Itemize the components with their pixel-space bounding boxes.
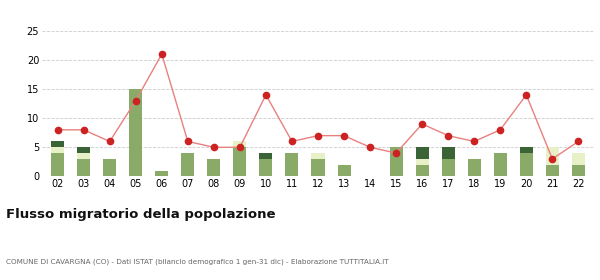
Bar bbox=[259, 159, 272, 176]
Bar bbox=[311, 153, 325, 159]
Bar bbox=[572, 165, 585, 176]
Text: COMUNE DI CAVARGNA (CO) - Dati ISTAT (bilancio demografico 1 gen-31 dic) - Elabo: COMUNE DI CAVARGNA (CO) - Dati ISTAT (bi… bbox=[6, 258, 389, 265]
Bar bbox=[286, 153, 298, 176]
Bar bbox=[233, 141, 247, 147]
Bar bbox=[520, 147, 533, 153]
Bar bbox=[51, 147, 64, 153]
Bar bbox=[233, 147, 247, 176]
Bar bbox=[77, 147, 90, 153]
Bar bbox=[311, 159, 325, 176]
Bar bbox=[338, 165, 350, 176]
Bar bbox=[468, 159, 481, 176]
Bar bbox=[259, 153, 272, 159]
Bar bbox=[208, 159, 220, 176]
Bar bbox=[51, 141, 64, 147]
Bar bbox=[416, 147, 428, 159]
Bar bbox=[442, 159, 455, 176]
Bar bbox=[51, 153, 64, 176]
Text: Flusso migratorio della popolazione: Flusso migratorio della popolazione bbox=[6, 208, 275, 221]
Bar bbox=[416, 159, 428, 165]
Bar bbox=[129, 89, 142, 176]
Bar bbox=[572, 153, 585, 165]
Bar bbox=[389, 147, 403, 176]
Bar bbox=[442, 147, 455, 159]
Bar bbox=[103, 159, 116, 176]
Bar bbox=[494, 153, 507, 176]
Bar bbox=[77, 153, 90, 159]
Bar bbox=[416, 165, 428, 176]
Bar bbox=[77, 159, 90, 176]
Bar bbox=[520, 153, 533, 176]
Bar bbox=[546, 165, 559, 176]
Bar bbox=[155, 171, 168, 176]
Bar bbox=[546, 147, 559, 165]
Bar bbox=[181, 153, 194, 176]
